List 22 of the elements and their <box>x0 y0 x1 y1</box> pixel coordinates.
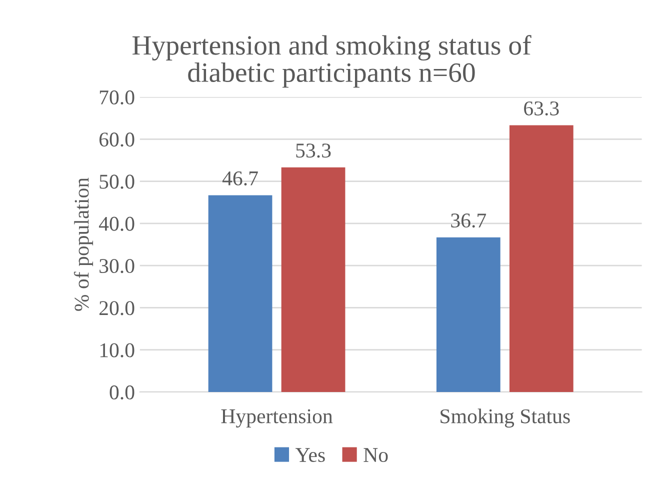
y-tick-label: 60.0 <box>99 132 134 147</box>
legend-label: Yes <box>296 448 325 462</box>
y-tick-label: 20.0 <box>99 301 134 316</box>
legend-label: No <box>364 448 388 462</box>
y-tick-label: 70.0 <box>100 90 134 105</box>
y-tick-label: 50.0 <box>100 174 134 189</box>
x-tick-label: Hypertension <box>221 409 333 428</box>
bar <box>436 237 500 392</box>
y-tick-label: 40.0 <box>98 216 134 231</box>
chart-title: Hypertension and smoking status of diabetic participants n=60 <box>132 35 532 88</box>
x-tick-label: Smoking Status <box>440 408 570 428</box>
y-axis-title: % of population <box>74 178 94 311</box>
bar <box>208 195 272 392</box>
data-label: 53.3 <box>296 144 331 158</box>
y-tick-label: 0.0 <box>110 385 134 400</box>
data-label: 63.3 <box>524 101 559 116</box>
y-tick-label: 10.0 <box>100 343 134 358</box>
data-label: 46.7 <box>222 171 258 186</box>
bar <box>281 167 346 392</box>
bar <box>509 125 574 392</box>
data-label: 36.7 <box>451 214 486 228</box>
y-tick-label: 30.0 <box>100 258 134 274</box>
